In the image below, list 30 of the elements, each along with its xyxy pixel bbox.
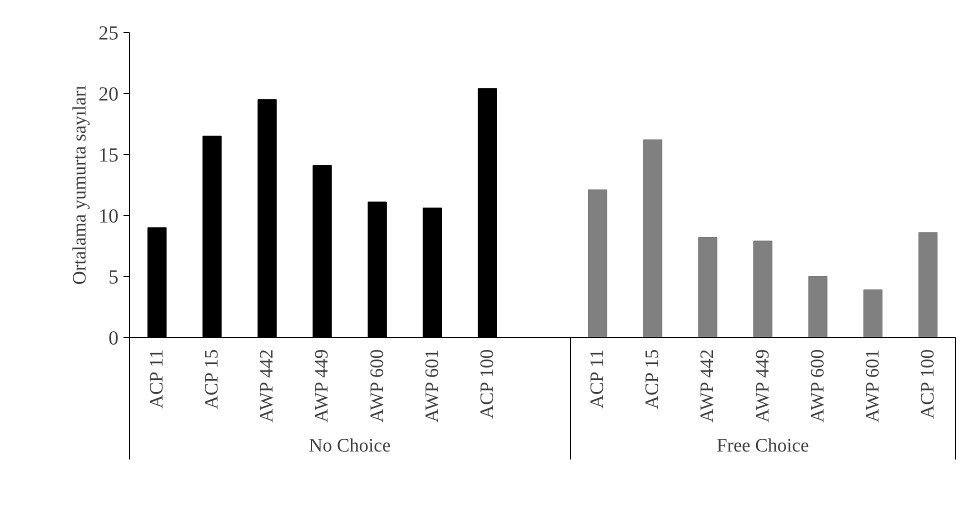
x-tick-label: ACP 15: [642, 349, 664, 410]
y-axis-title: Ortalama yumurta sayıları: [70, 85, 90, 285]
y-tick-label: 25: [98, 22, 118, 44]
x-tick-label: AWP 601: [422, 349, 443, 422]
x-tick-label: ACP 15: [202, 349, 223, 410]
x-tick-label: AWP 449: [752, 349, 774, 422]
x-tick-label: AWP 449: [312, 349, 333, 422]
x-tick-label: ACP 100: [476, 349, 498, 419]
x-tick-label: AWP 601: [862, 349, 884, 422]
y-tick-label: 15: [98, 144, 118, 166]
bar: [918, 232, 938, 338]
x-tick-label: ACP 100: [917, 349, 938, 419]
bar: [808, 276, 828, 338]
x-tick-label: ACP 11: [146, 349, 168, 409]
y-tick-label: 20: [98, 84, 118, 106]
y-tick-label: 0: [108, 328, 118, 350]
bar: [643, 139, 662, 338]
bar: [698, 236, 718, 338]
bar: [863, 289, 882, 338]
x-tick-label: ACP 11: [587, 349, 608, 409]
bar: [753, 240, 772, 338]
text: No Choice: [308, 436, 391, 456]
x-tick-label: AWP 600: [366, 349, 388, 422]
x-tick-label: AWP 442: [256, 349, 278, 422]
x-tick-label: AWP 442: [697, 349, 718, 422]
y-tick-label: 10: [98, 206, 118, 228]
x-tick-label: AWP 600: [807, 349, 828, 422]
text: Free Choice: [716, 436, 809, 456]
y-tick-label: 5: [108, 266, 118, 288]
bar: [588, 189, 608, 338]
